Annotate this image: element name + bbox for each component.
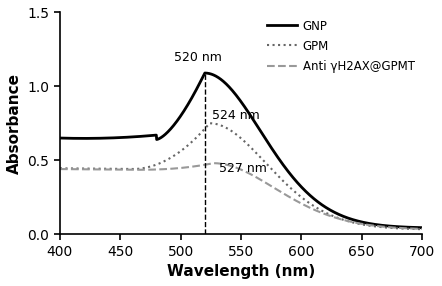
Anti γH2AX@GPMT [57,167,63,171]
Anti γH2AX@GPMT [347,220,352,223]
X-axis label: Wavelength (nm): Wavelength (nm) [167,264,315,279]
Anti γH2AX@GPMT [217,162,222,165]
Text: 527 nm: 527 nm [219,162,267,175]
GNP [340,214,345,218]
Line: GNP: GNP [60,73,422,228]
Anti γH2AX@GPMT [210,161,216,165]
Anti γH2AX@GPMT [419,227,425,231]
GNP [204,72,210,75]
GNP [419,226,425,229]
Anti γH2AX@GPMT [204,163,209,166]
Line: GPM: GPM [60,123,422,229]
GPM [306,201,312,204]
GPM [347,220,352,223]
GNP [306,192,312,196]
Anti γH2AX@GPMT [94,168,99,171]
GPM [419,227,425,231]
GNP [217,77,222,80]
GPM [340,218,345,221]
GPM [94,167,99,170]
Anti γH2AX@GPMT [306,206,312,209]
GNP [202,71,208,75]
Text: 524 nm: 524 nm [212,109,260,122]
Anti γH2AX@GPMT [340,218,345,221]
GNP [94,137,99,140]
Line: Anti γH2AX@GPMT: Anti γH2AX@GPMT [60,163,422,229]
GNP [347,217,352,220]
GPM [57,167,63,170]
Legend: GNP, GPM, Anti γH2AX@GPMT: GNP, GPM, Anti γH2AX@GPMT [263,15,419,78]
GPM [204,125,209,129]
GPM [217,123,222,127]
Text: 520 nm: 520 nm [174,51,221,64]
GPM [207,122,212,125]
GNP [57,136,63,140]
Y-axis label: Absorbance: Absorbance [7,73,22,174]
